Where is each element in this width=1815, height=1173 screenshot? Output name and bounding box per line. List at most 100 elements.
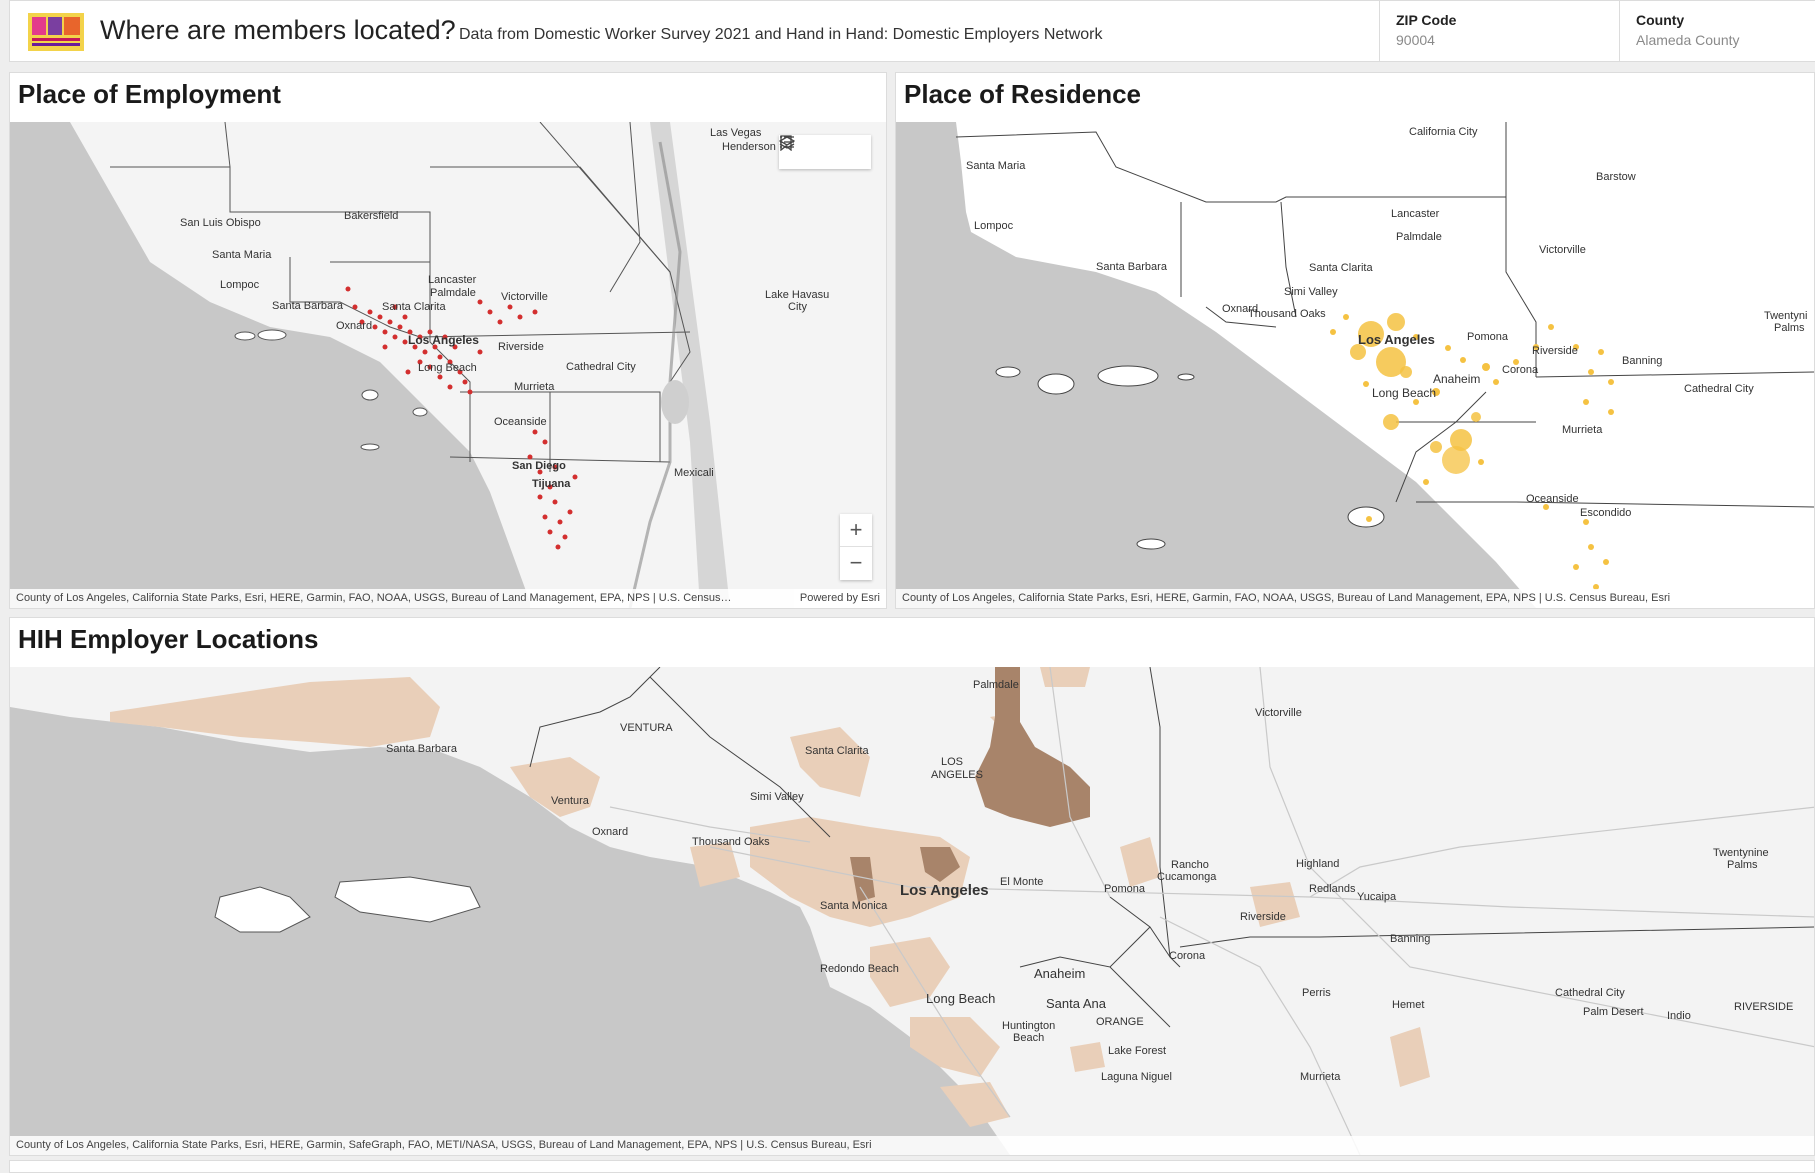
map-label-riverside-county: RIVERSIDE	[1734, 1001, 1793, 1013]
map-label-palms: Palms	[1727, 859, 1758, 871]
map-label-city: City	[788, 301, 807, 313]
map-label-mexicali: Mexicali	[674, 467, 714, 479]
member-points	[345, 286, 578, 550]
zoom-control: + −	[840, 514, 872, 580]
zip-code-filter[interactable]: ZIP Code 90004	[1379, 1, 1619, 61]
ocean	[896, 122, 1536, 608]
employer-areas-dark	[850, 667, 1090, 902]
ocean	[10, 707, 1010, 1155]
map-label-banning: Banning	[1622, 355, 1662, 367]
map-label-riverside: Riverside	[1240, 911, 1286, 923]
county-label: County	[1636, 12, 1685, 28]
map-label-santa-barbara: Santa Barbara	[1096, 261, 1168, 273]
map-label-santa-clarita: Santa Clarita	[382, 301, 446, 313]
zoom-in-button[interactable]: +	[849, 517, 863, 542]
employment-map[interactable]: Las Vegas Henderson Bakersfield San Luis…	[10, 122, 886, 608]
legend-list-icon[interactable]	[780, 136, 836, 163]
map-label-santa-ana: Santa Ana	[1046, 996, 1107, 1011]
map-label-los-angeles: Los Angeles	[408, 333, 479, 347]
gulf	[650, 122, 730, 608]
map-label-palmdale: Palmdale	[430, 287, 476, 299]
map-label-oceanside: Oceanside	[494, 416, 547, 428]
map-label-santa-clarita: Santa Clarita	[1309, 262, 1373, 274]
employer-map-canvas[interactable]: Palmdale VENTURA Victorville Santa Barba…	[10, 667, 1815, 1155]
map-label-long-beach: Long Beach	[418, 362, 477, 374]
employment-map-canvas[interactable]: Las Vegas Henderson Bakersfield San Luis…	[10, 122, 886, 608]
member-points	[1330, 313, 1614, 590]
zip-code-value[interactable]: 90004	[1396, 32, 1435, 48]
map-label-palm-desert: Palm Desert	[1583, 1006, 1644, 1018]
map-label-thousand-oaks: Thousand Oaks	[1248, 308, 1326, 320]
map-label-cucamonga: Cucamonga	[1157, 871, 1217, 883]
salton-sea	[661, 380, 689, 424]
map-label-bakersfield: Bakersfield	[344, 210, 398, 222]
map-label-victorville: Victorville	[501, 291, 548, 303]
map-label-murrieta: Murrieta	[1562, 424, 1603, 436]
map-label-simi-valley: Simi Valley	[750, 791, 804, 803]
map-label-victorville: Victorville	[1539, 244, 1586, 256]
map-label-huntington: Huntington	[1002, 1020, 1055, 1032]
channel-islands	[234, 329, 428, 451]
map-label-corona: Corona	[1502, 364, 1539, 376]
map-label-santa-maria: Santa Maria	[212, 249, 272, 261]
county-value[interactable]: Alameda County	[1636, 32, 1740, 48]
map-label-santa-clarita: Santa Clarita	[805, 745, 869, 757]
map-label-palms: Palms	[1774, 322, 1805, 334]
map-label-thousand-oaks: Thousand Oaks	[692, 836, 770, 848]
map-label-ventura: Ventura	[551, 795, 590, 807]
county-boundaries	[110, 122, 691, 472]
map-label-murrieta: Murrieta	[1300, 1071, 1341, 1083]
map-label-lancaster: Lancaster	[428, 274, 477, 286]
residence-attribution: County of Los Angeles, California State …	[896, 589, 1814, 608]
map-label-lompoc: Lompoc	[220, 279, 260, 291]
employment-title: Place of Employment	[18, 79, 281, 109]
map-label-palmdale: Palmdale	[973, 679, 1019, 691]
channel-islands	[995, 365, 1385, 550]
map-label-rancho: Rancho	[1171, 859, 1209, 871]
map-label-el-monte: El Monte	[1000, 876, 1043, 888]
residence-panel: Place of Residence	[895, 72, 1815, 609]
county-filter[interactable]: County Alameda County	[1619, 1, 1815, 61]
map-label-pomona: Pomona	[1467, 331, 1509, 343]
employer-map[interactable]: Palmdale VENTURA Victorville Santa Barba…	[10, 667, 1815, 1155]
map-label-santa-barbara: Santa Barbara	[386, 743, 458, 755]
page-title: Where are members located?	[100, 15, 456, 45]
map-label-henderson: Henderson	[722, 141, 776, 153]
map-label-orange-county: ORANGE	[1096, 1016, 1144, 1028]
ocean	[10, 122, 530, 608]
map-label-twentynine: Twentynine	[1713, 847, 1769, 859]
map-label-las-vegas: Las Vegas	[710, 127, 762, 139]
map-label-cathedral-city: Cathedral City	[566, 361, 636, 373]
zoom-out-button[interactable]: −	[840, 546, 872, 579]
map-label-hemet: Hemet	[1392, 999, 1424, 1011]
residence-map[interactable]: California City Santa Maria Barstow Lanc…	[896, 122, 1815, 608]
map-label-tijuana: Tijuana	[532, 478, 571, 490]
residence-map-canvas[interactable]: California City Santa Maria Barstow Lanc…	[896, 122, 1815, 608]
map-label-cathedral-city: Cathedral City	[1684, 383, 1754, 395]
powered-by-esri[interactable]: Powered by Esri	[793, 589, 880, 608]
road-network	[609, 667, 1814, 1155]
map-label-california-city: California City	[1409, 126, 1478, 138]
layers-icon[interactable]	[779, 136, 867, 163]
map-label-simi-valley: Simi Valley	[1284, 286, 1338, 298]
map-label-riverside: Riverside	[498, 341, 544, 353]
map-label-barstow: Barstow	[1596, 171, 1636, 183]
residence-title: Place of Residence	[904, 79, 1141, 109]
bookmark-icon[interactable]	[780, 135, 805, 163]
map-label-laguna-niguel: Laguna Niguel	[1101, 1071, 1172, 1083]
map-label-redlands: Redlands	[1309, 883, 1356, 895]
employer-map-labels: Palmdale VENTURA Victorville Santa Barba…	[386, 679, 1793, 1083]
map-label-yucaipa: Yucaipa	[1357, 891, 1397, 903]
page-subtitle: Data from Domestic Worker Survey 2021 an…	[459, 26, 1103, 43]
map-label-angeles-county: ANGELES	[931, 769, 983, 781]
map-label-santa-barbara: Santa Barbara	[272, 300, 344, 312]
map-label-lompoc: Lompoc	[974, 220, 1014, 232]
county-boundaries	[529, 667, 1814, 1028]
employment-map-labels: Las Vegas Henderson Bakersfield San Luis…	[180, 127, 829, 490]
map-label-los-angeles: Los Angeles	[1358, 332, 1435, 347]
map-label-twentynine: Twentyni	[1764, 310, 1807, 322]
map-label-cathedral-city: Cathedral City	[1555, 987, 1625, 999]
footer-strip	[9, 1160, 1815, 1173]
map-toolbar	[779, 135, 871, 169]
map-label-santa-monica: Santa Monica	[820, 900, 888, 912]
